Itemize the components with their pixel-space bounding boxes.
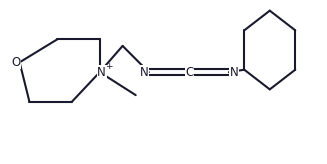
Text: O: O — [11, 56, 20, 69]
Text: N: N — [139, 66, 148, 79]
Text: C: C — [185, 66, 194, 79]
Text: N: N — [230, 66, 238, 79]
Text: +: + — [105, 62, 112, 71]
Text: N: N — [97, 66, 106, 79]
